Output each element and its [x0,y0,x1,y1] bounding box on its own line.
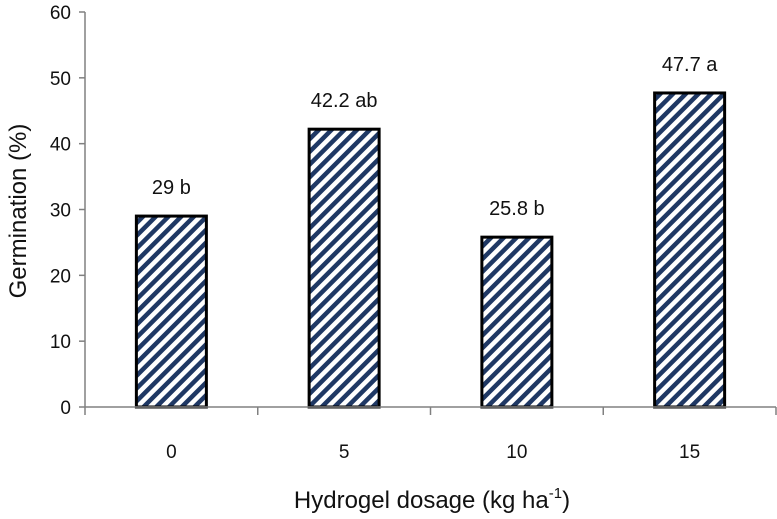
y-tick-label: 0 [60,398,71,419]
y-axis-ticks: 0 10 20 30 40 50 60 [50,3,85,419]
bar-data-label: 42.2 ab [311,90,378,112]
y-tick-label: 20 [50,266,71,287]
y-tick-label: 60 [50,3,71,24]
data-labels-group: 29 b 42.2 ab 25.8 b 47.7 a [152,54,718,220]
x-tick-label: 10 [506,442,527,463]
bar-10 [480,235,554,409]
bar-5 [307,127,381,409]
x-axis-ticks: 0 5 10 15 [84,407,777,463]
x-axis-title: Hydrogel dosage (kg ha-1) [294,485,570,514]
bar-data-label: 47.7 a [662,54,718,76]
x-tick-label: 0 [166,442,177,463]
x-axis-title-suffix: ) [562,487,570,514]
y-axis-title: Germination (%) [5,124,32,299]
bar-0 [134,214,208,409]
bar-data-label: 25.8 b [489,198,545,220]
y-tick-label: 40 [50,135,71,156]
y-tick-label: 50 [50,69,71,90]
y-tick-label: 30 [50,201,71,222]
x-axis-title-superscript: -1 [549,485,562,502]
bar-data-label: 29 b [152,177,191,199]
x-tick-label: 15 [679,442,700,463]
y-tick-label: 10 [50,332,71,353]
bars-group [134,91,727,409]
bar-15 [653,91,727,409]
x-tick-label: 5 [339,442,350,463]
